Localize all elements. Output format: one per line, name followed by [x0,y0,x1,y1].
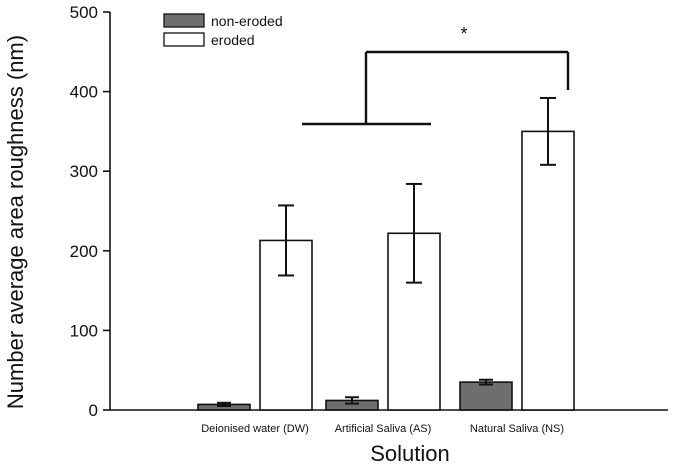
significance-annotation: * [302,24,570,126]
y-tick-label: 400 [70,83,98,102]
bars [197,130,575,411]
legend-swatch-eroded [163,32,205,47]
error-bars [217,96,556,408]
legend-label-eroded: eroded [211,32,255,48]
y-tick-label: 200 [70,242,98,261]
bar-non-eroded-2 [459,381,513,411]
y-axis-title: Number average area roughness (nm) [3,35,28,409]
x-tick-label: Artificial Saliva (AS) [335,423,432,435]
y-axis-ticks: 0 100 200 300 400 500 [70,3,110,420]
y-tick-label: 300 [70,162,98,181]
x-tick-label: Deionised water (DW) [201,423,309,435]
bar-eroded-2 [521,130,575,411]
y-tick-label: 500 [70,3,98,22]
legend-label-non-eroded: non-eroded [211,13,283,29]
legend-swatch-non-eroded [163,13,205,28]
y-tick-label: 100 [70,321,98,340]
y-tick-label: 0 [89,401,98,420]
x-tick-label: Natural Saliva (NS) [470,423,564,435]
x-axis-title: Solution [370,441,450,466]
legend: non-eroded eroded [163,13,283,48]
significance-star: * [460,24,467,44]
x-axis-tick-labels: Deionised water (DW) Artificial Saliva (A… [201,423,564,435]
